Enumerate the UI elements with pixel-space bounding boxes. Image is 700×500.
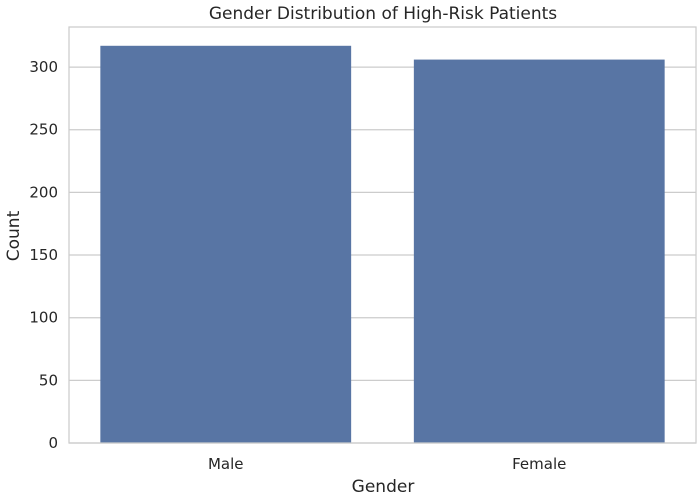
y-tick-label: 150 xyxy=(29,246,58,264)
y-tick-label: 100 xyxy=(29,309,58,327)
plot-frame xyxy=(68,26,697,444)
bar-male xyxy=(100,45,352,444)
bars xyxy=(100,45,665,444)
y-tick-labels: 0 50 100 150 200 250 300 xyxy=(29,58,58,452)
chart-title: Gender Distribution of High-Risk Patient… xyxy=(209,4,557,24)
bar-female xyxy=(413,59,665,444)
y-tick-label: 200 xyxy=(29,183,58,201)
x-tick-label: Male xyxy=(208,455,244,473)
y-tick-label: 250 xyxy=(29,121,58,139)
y-axis-label: Count xyxy=(4,210,24,261)
x-tick-labels: Male Female xyxy=(208,455,566,473)
y-tick-label: 0 xyxy=(48,434,58,452)
x-axis-label: Gender xyxy=(352,477,415,497)
y-tick-label: 300 xyxy=(29,58,58,76)
y-tick-label: 50 xyxy=(39,371,58,389)
x-tick-label: Female xyxy=(512,455,566,473)
